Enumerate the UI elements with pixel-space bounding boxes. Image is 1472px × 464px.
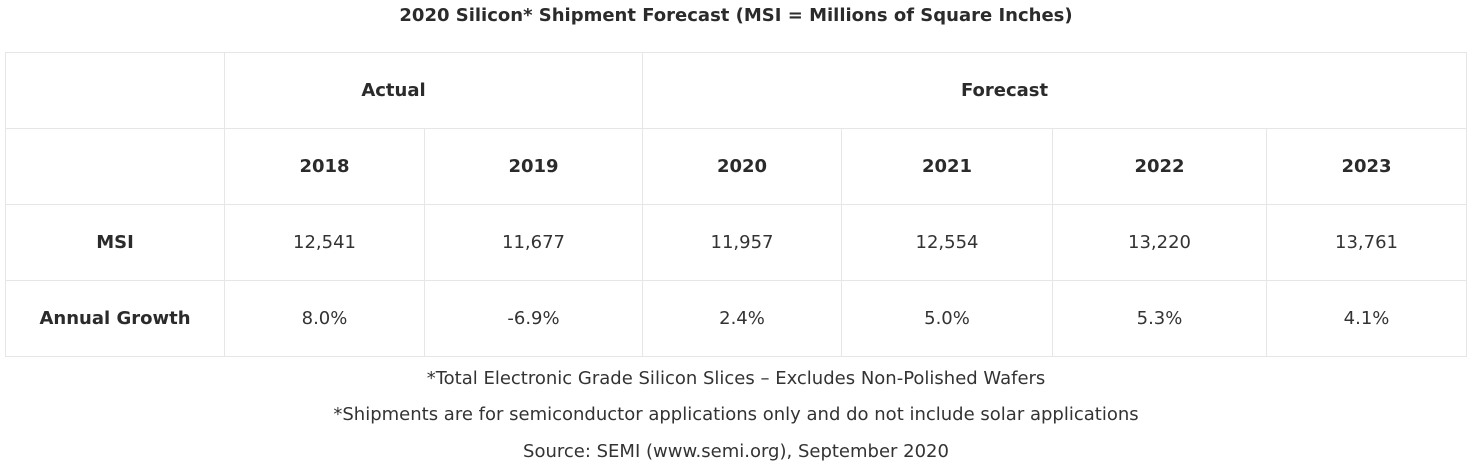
group-header-row: Actual Forecast [5,52,1468,129]
empty-corner-cell [5,52,225,129]
shipment-forecast-table: Actual Forecast 2018 2019 2020 2021 2022… [5,52,1468,357]
year-header-row: 2018 2019 2020 2021 2022 2023 [5,128,1468,205]
year-header-2022: 2022 [1052,128,1267,205]
year-header-2020: 2020 [642,128,842,205]
source-note: Source: SEMI (www.semi.org), September 2… [523,441,949,462]
empty-year-label-cell [5,128,225,205]
growth-value-2021: 5.0% [841,280,1053,357]
group-header-actual: Actual [224,52,643,129]
table-row-msi: MSI 12,541 11,677 11,957 12,554 13,220 1… [5,204,1468,281]
year-header-2019: 2019 [424,128,643,205]
footnote-semiconductor-applications: *Shipments are for semiconductor applica… [333,404,1139,425]
msi-value-2023: 13,761 [1265,204,1468,281]
footnote-silicon-slices: *Total Electronic Grade Silicon Slices –… [426,368,1046,389]
growth-value-2020: 2.4% [642,280,842,357]
msi-value-2019: 11,677 [424,204,643,281]
group-header-forecast: Forecast [641,52,1468,129]
table-row-annual-growth: Annual Growth 8.0% -6.9% 2.4% 5.0% 5.3% … [5,280,1468,357]
growth-value-2018: 8.0% [224,280,425,357]
year-header-2023: 2023 [1265,128,1468,205]
chart-title: 2020 Silicon* Shipment Forecast (MSI = M… [399,5,1073,26]
year-header-2018: 2018 [224,128,425,205]
msi-value-2018: 12,541 [224,204,425,281]
msi-value-2022: 13,220 [1052,204,1267,281]
row-label-annual-growth: Annual Growth [5,280,225,357]
year-header-2021: 2021 [841,128,1053,205]
growth-value-2023: 4.1% [1265,280,1468,357]
msi-value-2020: 11,957 [642,204,842,281]
growth-value-2022: 5.3% [1052,280,1267,357]
msi-value-2021: 12,554 [841,204,1053,281]
growth-value-2019: -6.9% [424,280,643,357]
row-label-msi: MSI [5,204,225,281]
